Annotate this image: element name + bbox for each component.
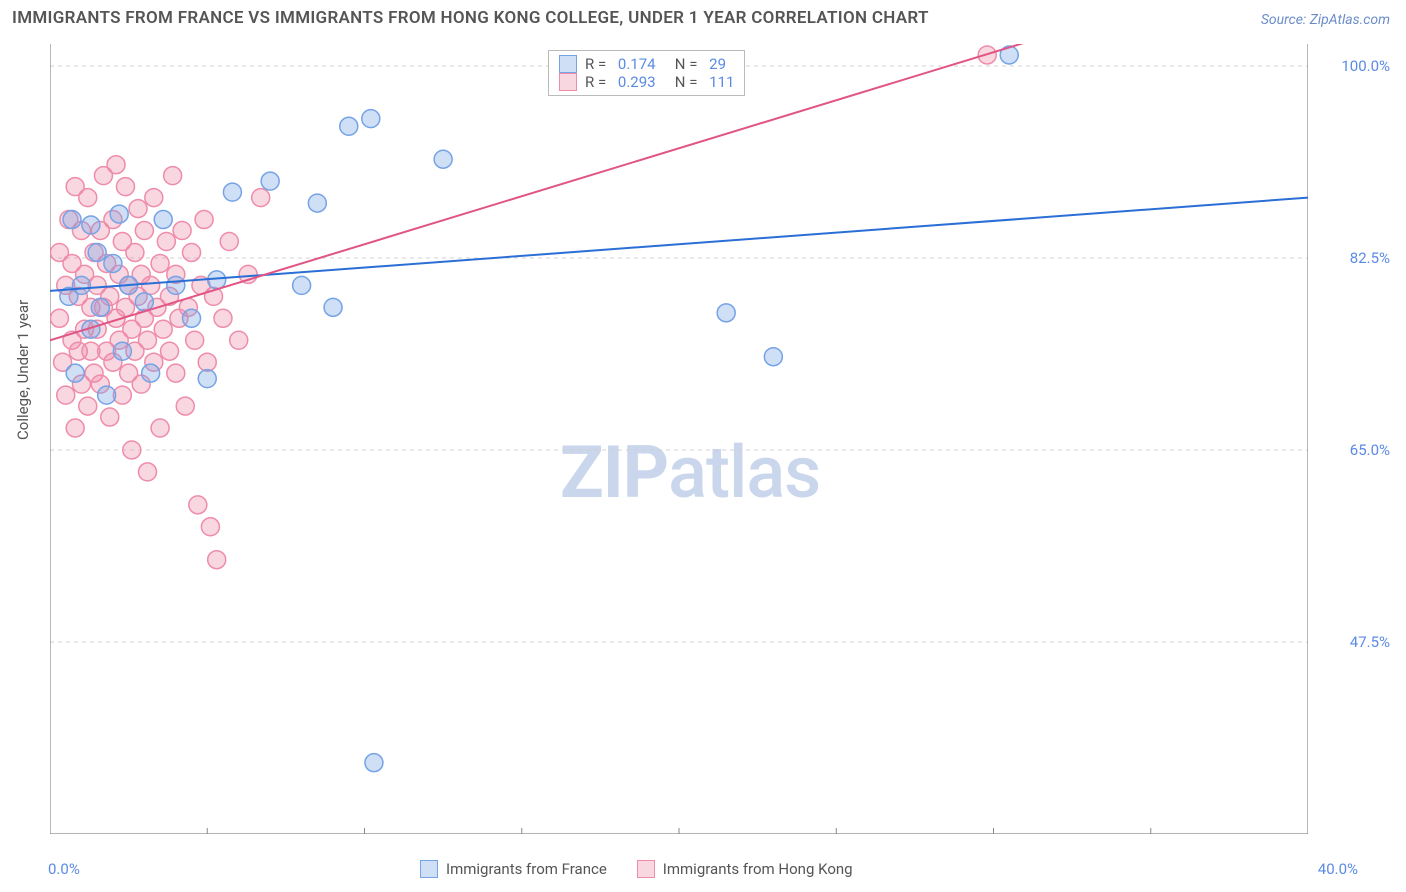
y-axis-label: College, Under 1 year xyxy=(14,300,32,440)
source-attribution: Source: ZipAtlas.com xyxy=(1261,12,1390,28)
y-tick-label: 47.5% xyxy=(1350,633,1390,651)
legend-swatch-hongkong-icon xyxy=(637,860,655,878)
chart-plot-area xyxy=(50,44,1308,834)
y-tick-label: 65.0% xyxy=(1350,441,1390,459)
scatter-plot-svg xyxy=(50,44,1308,834)
y-tick-label: 82.5% xyxy=(1350,249,1390,267)
legend-item-hongkong: Immigrants from Hong Kong xyxy=(637,860,853,878)
legend-swatch-france-icon xyxy=(420,860,438,878)
x-axis-min-label: 0.0% xyxy=(48,860,80,878)
legend-row-hongkong: R = 0.293 N = 111 xyxy=(559,73,734,91)
y-tick-label: 100.0% xyxy=(1341,57,1390,75)
legend-swatch-hongkong xyxy=(559,73,577,91)
legend-row-france: R = 0.174 N = 29 xyxy=(559,55,734,73)
legend-item-france: Immigrants from France xyxy=(420,860,607,878)
legend-label-hongkong: Immigrants from Hong Kong xyxy=(663,860,853,878)
series-legend: Immigrants from France Immigrants from H… xyxy=(420,860,853,878)
correlation-legend: R = 0.174 N = 29 R = 0.293 N = 111 xyxy=(548,50,745,96)
legend-label-france: Immigrants from France xyxy=(446,860,607,878)
legend-swatch-france xyxy=(559,55,577,73)
chart-title: IMMIGRANTS FROM FRANCE VS IMMIGRANTS FRO… xyxy=(12,8,929,28)
x-axis-max-label: 40.0% xyxy=(1318,860,1358,878)
